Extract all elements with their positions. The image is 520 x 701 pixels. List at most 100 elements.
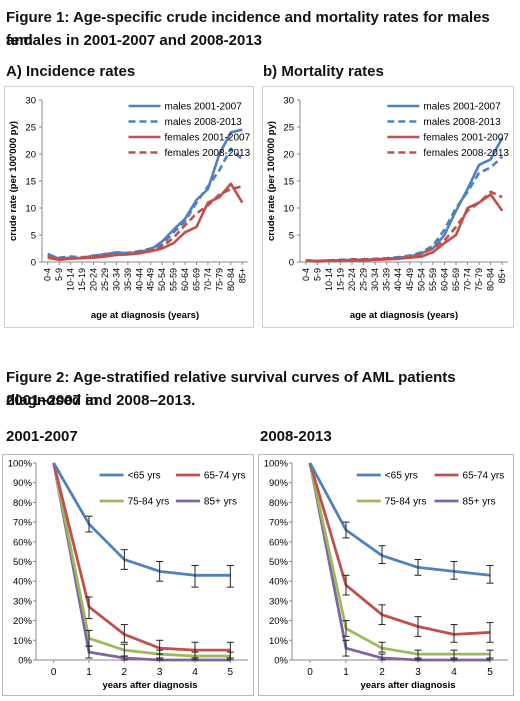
- legend-label: <65 yrs: [385, 471, 418, 482]
- panel-2008-title: 2008-2013: [260, 428, 332, 445]
- y-tick-label: 0%: [18, 656, 32, 667]
- legend-label: males 2001-2007: [423, 102, 501, 113]
- x-tick-label: 0-4: [301, 268, 311, 281]
- x-tick-label: 5: [487, 667, 493, 678]
- x-tick-label: 2: [379, 667, 385, 678]
- x-tick-label: 65-69: [451, 268, 461, 291]
- x-tick-label: 15-19: [77, 268, 87, 291]
- x-tick-label: 20-24: [347, 268, 357, 291]
- x-tick-label: 40-44: [134, 268, 144, 291]
- y-tick-label: 90%: [13, 478, 33, 489]
- legend-label: females 2008-2013: [165, 148, 251, 159]
- legend-label: males 2008-2013: [423, 117, 501, 128]
- survival-line--65-yrs: [308, 462, 491, 577]
- legend-label: <65 yrs: [128, 471, 161, 482]
- legend-label: 65-74 yrs: [204, 471, 246, 482]
- y-tick-label: 20%: [13, 616, 33, 627]
- y-tick-label: 30%: [13, 596, 33, 607]
- x-tick-label: 15-19: [335, 268, 345, 291]
- y-tick-label: 100%: [264, 459, 289, 470]
- y-tick-label: 0: [31, 258, 36, 269]
- x-tick-label: 60-64: [180, 268, 190, 291]
- y-tick-label: 15: [25, 177, 36, 188]
- legend-label: females 2001-2007: [423, 133, 509, 144]
- x-tick-label: 10-14: [66, 268, 76, 291]
- x-tick-label: 5-9: [54, 268, 64, 281]
- x-axis-label: years after diagnosis: [102, 680, 197, 691]
- panel-2001-title: 2001-2007: [6, 428, 78, 445]
- x-tick-label: 5: [228, 667, 234, 678]
- x-tick-label: 65-69: [192, 268, 202, 291]
- y-tick-label: 50%: [13, 557, 33, 568]
- x-tick-label: 40-44: [393, 268, 403, 291]
- legend-label: 85+ yrs: [463, 497, 496, 508]
- x-tick-label: 1: [343, 667, 349, 678]
- y-tick-label: 25: [283, 123, 294, 134]
- panel-b-title: b) Mortality rates: [263, 63, 384, 80]
- y-tick-label: 10%: [269, 636, 289, 647]
- y-tick-label: 30: [283, 96, 294, 107]
- x-tick-label: 80-84: [486, 268, 496, 291]
- legend-label: 85+ yrs: [204, 497, 237, 508]
- survival-chart-2001: 0% 10% 20% 30% 40% 50% 60% 70% 80% 90% 100% 0 1 2 3 4 5 y…: [2, 454, 254, 696]
- x-tick-label: 0: [51, 667, 57, 678]
- y-tick-label: 10: [283, 204, 294, 215]
- y-tick-label: 70%: [269, 518, 289, 529]
- series-line-females-2008-2013: [47, 185, 243, 261]
- survival-line-65-74-yrs: [52, 462, 231, 652]
- x-tick-label: 0-4: [43, 268, 53, 281]
- y-tick-label: 100%: [8, 459, 33, 470]
- y-tick-label: 30: [25, 96, 36, 107]
- y-tick-label: 25: [25, 123, 36, 134]
- x-tick-label: 4: [451, 667, 457, 678]
- figure2-title-line2: 2001–2007 and 2008–2013.: [6, 392, 196, 409]
- y-tick-label: 0%: [274, 656, 288, 667]
- x-tick-label: 25-29: [359, 268, 369, 291]
- survival-line-85-yrs: [308, 462, 490, 662]
- y-axis-label: crude rate (per 100'000 py): [266, 121, 277, 241]
- y-tick-label: 5: [289, 231, 294, 242]
- survival-chart-2008: 0% 10% 20% 30% 40% 50% 60% 70% 80% 90% 100% 0 1 2 3 4 5 y…: [258, 454, 514, 696]
- legend-label: females 2001-2007: [165, 133, 251, 144]
- survival-line--65-yrs: [52, 462, 231, 577]
- x-tick-label: 25-29: [100, 268, 110, 291]
- x-tick-label: 85+: [497, 268, 507, 283]
- legend-label: males 2008-2013: [165, 117, 243, 128]
- survival-line-75-84-yrs: [52, 462, 231, 658]
- x-tick-label: 35-39: [382, 268, 392, 291]
- y-tick-label: 10%: [13, 636, 33, 647]
- y-tick-label: 40%: [13, 577, 33, 588]
- x-tick-label: 1: [86, 667, 92, 678]
- x-tick-label: 45-49: [405, 268, 415, 291]
- x-tick-label: 75-79: [214, 268, 224, 291]
- x-axis-label: age at diagnosis (years): [350, 310, 458, 321]
- y-tick-label: 60%: [269, 537, 289, 548]
- x-tick-label: 60-64: [439, 268, 449, 291]
- y-axis-label: crude rate (per 100'000 py): [8, 121, 19, 241]
- legend-label: males 2001-2007: [165, 102, 243, 113]
- x-tick-label: 80-84: [226, 268, 236, 291]
- figure2-title-line1: Figure 2: Age-stratified relative surviv…: [6, 369, 456, 409]
- incidence-chart: 0 5 10 15 20 25 30 0-4 5-9 10-14 15-19 20-24 25-29 30…: [4, 86, 254, 328]
- x-tick-label: 3: [157, 667, 163, 678]
- chart-frame: [4, 86, 254, 328]
- y-tick-label: 30%: [269, 596, 289, 607]
- x-tick-label: 55-59: [169, 268, 179, 291]
- survival-line-75-84-yrs: [308, 462, 490, 656]
- legend-label: females 2008-2013: [423, 148, 509, 159]
- survival-line-85-yrs: [52, 462, 231, 662]
- x-tick-label: 4: [192, 667, 198, 678]
- y-tick-label: 20%: [269, 616, 289, 627]
- y-tick-label: 5: [31, 231, 36, 242]
- x-tick-label: 2: [122, 667, 128, 678]
- y-tick-label: 70%: [13, 518, 33, 529]
- series-line-females-2008-2013: [305, 190, 503, 263]
- x-tick-label: 3: [415, 667, 421, 678]
- y-tick-label: 20: [283, 150, 294, 161]
- y-tick-label: 50%: [269, 557, 289, 568]
- x-tick-label: 70-74: [203, 268, 213, 291]
- x-tick-label: 30-34: [370, 268, 380, 291]
- x-tick-label: 30-34: [111, 268, 121, 291]
- series-line-males-2008-2013: [47, 147, 244, 259]
- y-tick-label: 60%: [13, 537, 33, 548]
